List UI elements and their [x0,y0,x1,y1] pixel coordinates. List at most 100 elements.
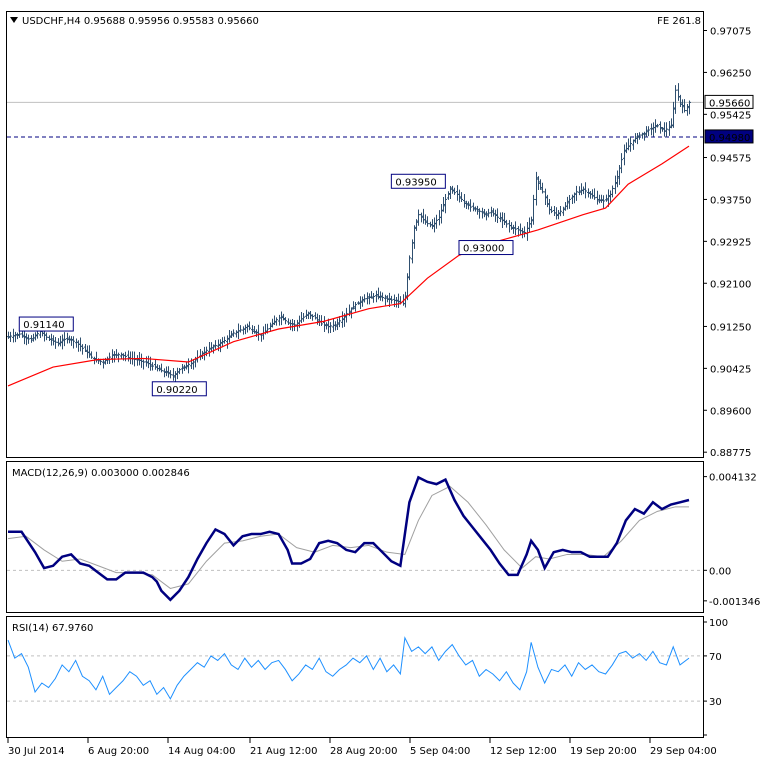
ohlc-bar [323,316,326,332]
ohlc-bar [48,335,51,341]
price-callout-label: 0.93950 [395,177,436,188]
ohlc-bar [370,291,373,299]
ohlc-bar [381,292,384,302]
ohlc-bar [354,301,357,312]
ohlc-bar [203,346,206,361]
ohlc-bar [151,362,154,371]
ohlc-bar [293,320,296,331]
ohlc-bar [499,212,502,223]
ohlc-bar [654,119,657,133]
ohlc-bar [530,216,533,228]
ohlc-bar [366,292,369,305]
ohlc-bar [329,322,332,334]
dropdown-arrow-icon[interactable] [10,17,18,23]
ohlc-bar [413,225,416,249]
rsi-tick-label: 30 [709,697,722,708]
rsi-level-lines [7,655,703,702]
ohlc-bar [325,322,328,330]
ohlc-bar [363,294,366,303]
ohlc-bar [607,189,610,207]
ohlc-bar [260,333,263,342]
ohlc-bar [228,329,231,343]
ohlc-bar [478,208,481,219]
ohlc-bar [235,330,238,338]
ohlc-bar [501,212,504,229]
ohlc-bar [643,131,646,141]
ohlc-bar [555,207,558,220]
ohlc-bar [481,207,484,219]
ohlc-bar [54,336,57,349]
ohlc-bar [447,191,450,200]
ohlc-bar [361,296,364,307]
ohlc-bar [629,136,632,152]
ohlc-bar [187,358,190,374]
ohlc-bar [668,121,671,136]
time-tick-label: 30 Jul 2014 [8,746,65,757]
ohlc-bar [210,342,213,352]
ohlc-bar [352,301,355,310]
ohlc-bar [451,185,454,194]
rsi-tick-label: 100 [709,618,728,629]
ohlc-bar [469,199,472,212]
ohlc-bar [638,132,641,140]
ohlc-bar [632,139,635,150]
ohlc-bar [652,122,655,137]
ohlc-bar [50,333,53,346]
ohlc-bar [289,319,292,331]
ohlc-bar [127,350,130,362]
ohlc-bar [645,126,648,138]
ohlc-bar [553,205,556,216]
ohlc-bar [185,361,188,370]
ohlc-bar [379,291,382,301]
time-x-axis: 30 Jul 2014 6 Aug 20:00 14 Aug 04:00 21 Aug… [7,738,717,757]
ohlc-bar [25,333,28,346]
ohlc-bar [287,318,290,326]
ohlc-bar [237,323,240,339]
rsi-line [7,636,690,700]
ohlc-bar [242,326,245,335]
ohlc-bar [248,321,251,331]
ohlc-bar [557,209,560,220]
ohlc-bar [111,349,114,363]
ohlc-bar [68,335,71,344]
ohlc-bar [661,127,664,132]
price-callout: 0.93000 [458,240,514,256]
price-tick-label: 0.92100 [710,279,751,290]
ohlc-bar [357,301,360,305]
ohlc-bar [688,100,691,115]
price-tick-label: 0.94575 [710,154,751,165]
ohlc-bar [550,206,553,214]
current-price-tag: 0.95660 [709,98,750,109]
symbol-info: USDCHF,H4 0.95688 0.95956 0.95583 0.9566… [22,16,259,27]
rsi-tick-label: 70 [709,652,722,663]
ohlc-bar [75,338,78,348]
ohlc-bar [444,194,447,214]
ohlc-bar [650,123,653,136]
ohlc-bar [226,335,229,349]
ohlc-bar [282,313,285,321]
ohlc-bar [566,196,569,210]
ohlc-bar [117,352,120,363]
ohlc-bar [600,194,603,203]
ohlc-bar [388,292,391,308]
price-tick-label: 0.91250 [710,322,751,333]
ohlc-bar [251,325,254,335]
ohlc-bar [417,209,420,226]
macd-tick-label: 0.00 [709,566,731,577]
level-price-tag: 0.94980 [709,133,750,144]
ohlc-bar [420,212,423,223]
ohlc-bar [582,186,585,195]
moving-average-line [7,145,690,387]
ohlc-bar [72,336,75,349]
ohlc-bar [307,311,310,320]
level-price-tag-box [704,129,754,144]
time-tick-label: 6 Aug 20:00 [88,746,149,757]
ohlc-bar [395,297,398,308]
price-callouts: 0.91140 0.90220 0.93950 0.93000 [18,173,514,397]
ohlc-bar [275,317,278,326]
ohlc-bar [59,335,62,347]
ohlc-bar [142,359,145,370]
ohlc-bar [623,144,626,166]
ohlc-bar [467,201,470,210]
ohlc-bar [656,123,659,128]
